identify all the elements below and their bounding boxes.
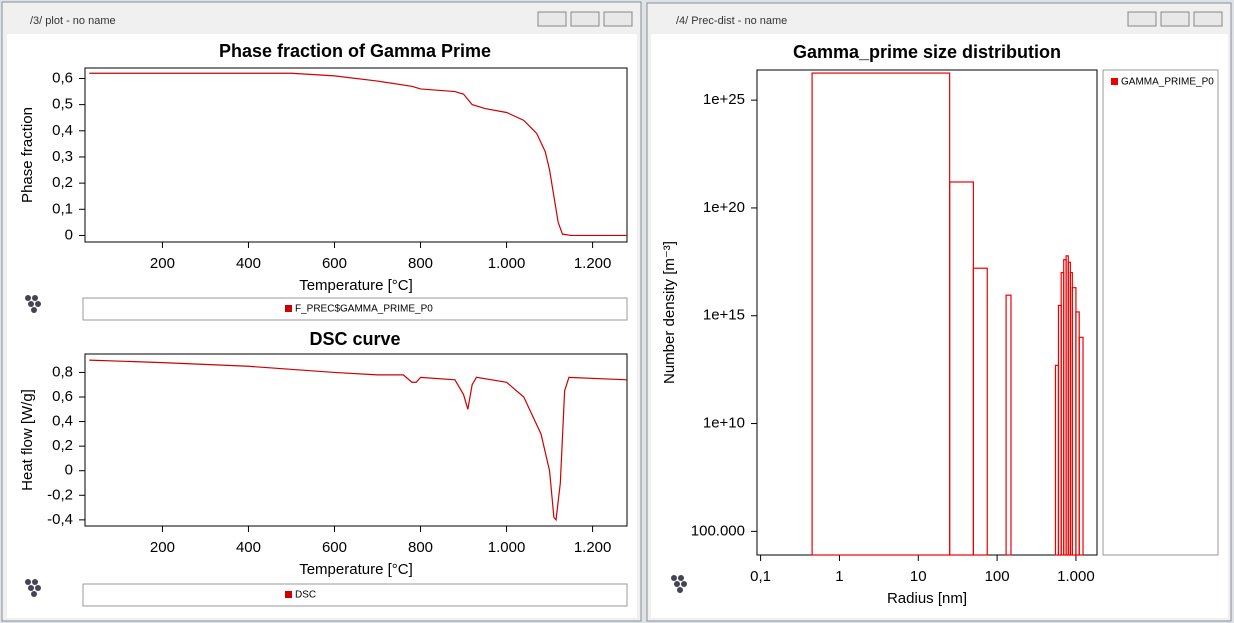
y-tick-label: 0,3 — [52, 148, 73, 165]
legend-box — [82, 583, 628, 607]
x-axis-label: Temperature [°C] — [299, 561, 413, 578]
legend-label: GAMMA_PRIME_P0 — [1121, 77, 1214, 88]
x-tick-label: 1.000 — [488, 255, 526, 272]
line — [89, 359, 628, 522]
x-tick-label: 800 — [408, 539, 433, 556]
y-tick-label: 1e+20 — [703, 199, 745, 216]
y-tick-label: 0,1 — [52, 200, 73, 217]
y-tick-label: 1e+25 — [703, 91, 745, 108]
x-tick-label: 400 — [236, 255, 261, 272]
y-tick-label: 0,4 — [52, 122, 73, 139]
y-tick-label: 100.000 — [691, 522, 745, 539]
logo — [25, 295, 687, 597]
x-tick-label: 100 — [985, 568, 1010, 585]
x-tick-label: 10 — [910, 568, 927, 585]
chart-title: DSC curve — [309, 329, 400, 349]
x-tick-label: 800 — [408, 255, 433, 272]
chart-title: Phase fraction of Gamma Prime — [219, 41, 491, 61]
minimize-button[interactable] — [537, 11, 567, 27]
y-tick-label: 1e+10 — [703, 415, 745, 432]
legend-label: F_PREC$GAMMA_PRIME_P0 — [295, 304, 433, 315]
legend-swatch — [285, 591, 292, 598]
y-axis-label: Heat flow [W/g] — [19, 389, 36, 491]
window-title: /3/ plot - no name — [30, 15, 116, 27]
x-tick-label: 1.200 — [574, 255, 612, 272]
legend-label: DSC — [295, 590, 316, 601]
plot-area — [84, 353, 628, 527]
legend-box — [1102, 69, 1219, 556]
legend-box — [82, 297, 628, 321]
plot-area — [756, 69, 1098, 556]
x-tick-label: 600 — [322, 539, 347, 556]
x-tick-label: 0,1 — [750, 568, 771, 585]
chart-title: Gamma_prime size distribution — [793, 42, 1061, 62]
legend-swatch — [285, 305, 292, 312]
line — [89, 72, 627, 237]
x-tick-label: 1.200 — [574, 539, 612, 556]
minimize-button[interactable] — [1127, 11, 1157, 27]
x-axis-label: Temperature [°C] — [299, 277, 413, 294]
x-tick-label: 400 — [236, 539, 261, 556]
x-tick-label: 1 — [835, 568, 843, 585]
x-tick-label: 200 — [150, 255, 175, 272]
x-axis-label: Radius [nm] — [887, 590, 967, 607]
close-button[interactable] — [603, 11, 633, 27]
x-tick-label: 1.000 — [1057, 568, 1095, 585]
y-tick-label: -0,2 — [47, 486, 73, 503]
y-tick-label: 0 — [65, 226, 73, 243]
window-title: /4/ Prec-dist - no name — [676, 15, 787, 27]
bar — [972, 267, 988, 556]
x-tick-label: 1.000 — [488, 539, 526, 556]
bar — [1005, 294, 1012, 556]
plot-area — [84, 67, 628, 243]
y-tick-label: 1e+15 — [703, 307, 745, 324]
y-tick-label: 0,8 — [52, 363, 73, 380]
y-tick-label: 0,4 — [52, 413, 73, 430]
maximize-button[interactable] — [570, 11, 600, 27]
y-axis-label: Phase fraction — [19, 107, 36, 203]
bar — [1078, 336, 1084, 556]
y-tick-label: 0,6 — [52, 69, 73, 86]
y-tick-label: -0,4 — [47, 511, 73, 528]
y-tick-label: 0 — [65, 462, 73, 479]
y-tick-label: 0,2 — [52, 437, 73, 454]
x-tick-label: 200 — [150, 539, 175, 556]
legend-swatch — [1111, 78, 1118, 85]
y-tick-label: 0,5 — [52, 96, 73, 113]
x-tick-label: 600 — [322, 255, 347, 272]
y-tick-label: 0,2 — [52, 174, 73, 191]
y-axis-label: Number density [m⁻³] — [661, 241, 678, 384]
maximize-button[interactable] — [1160, 11, 1190, 27]
y-tick-label: 0,6 — [52, 388, 73, 405]
close-button[interactable] — [1193, 11, 1223, 27]
